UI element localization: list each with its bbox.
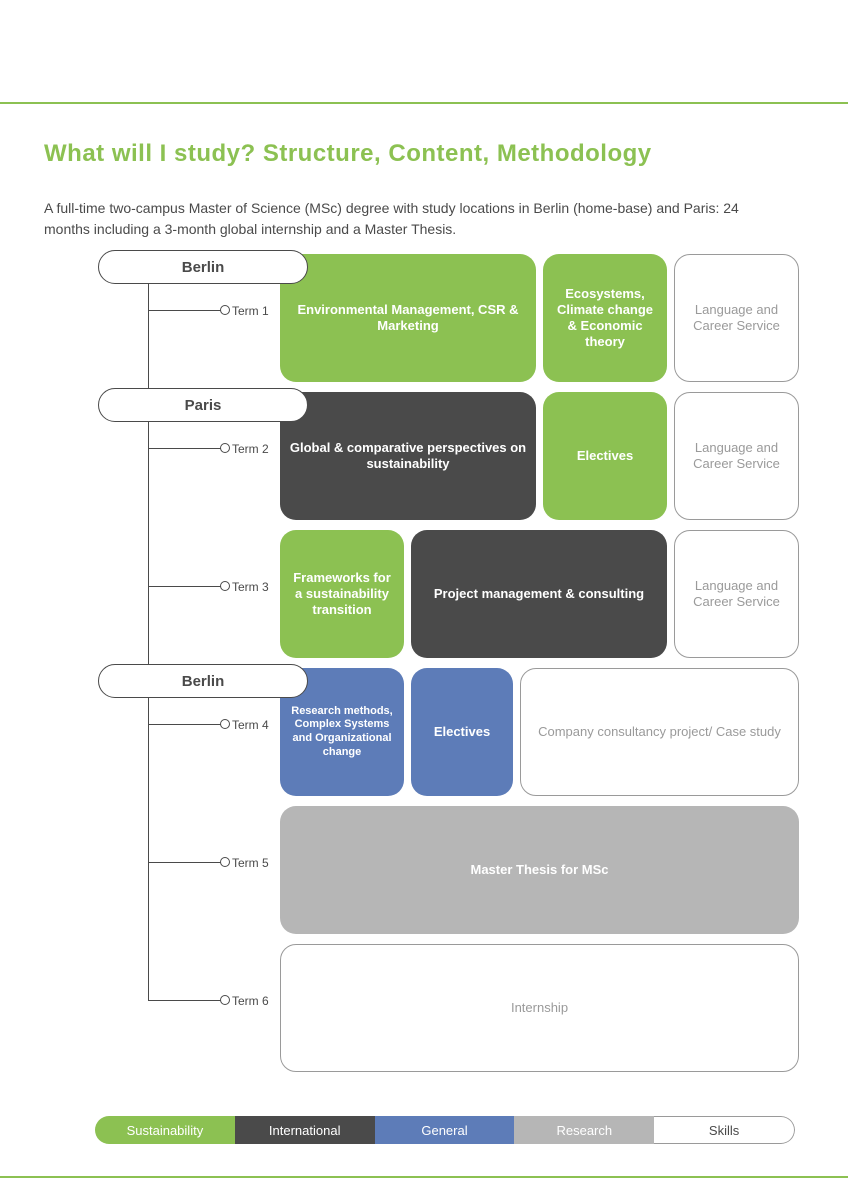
box-r3-b3: Language and Career Service bbox=[674, 530, 799, 658]
page: What will I study? Structure, Content, M… bbox=[0, 0, 848, 1200]
term-node-t5 bbox=[220, 857, 230, 867]
city-pill-c3: Berlin bbox=[98, 664, 308, 698]
box-r6-b1: Internship bbox=[280, 944, 799, 1072]
legend-research: Research bbox=[514, 1116, 654, 1144]
box-r3-b2: Project management & consulting bbox=[411, 530, 667, 658]
term-hline-t2 bbox=[148, 448, 225, 449]
box-r5-b1: Master Thesis for MSc bbox=[280, 806, 799, 934]
box-r2-b2: Electives bbox=[543, 392, 667, 520]
term-hline-t5 bbox=[148, 862, 225, 863]
term-hline-t3 bbox=[148, 586, 225, 587]
term-node-t3 bbox=[220, 581, 230, 591]
divider-top bbox=[0, 102, 848, 104]
city-pill-c1: Berlin bbox=[98, 250, 308, 284]
divider-bottom bbox=[0, 1176, 848, 1178]
page-title: What will I study? Structure, Content, M… bbox=[44, 140, 652, 168]
legend-general: General bbox=[375, 1116, 515, 1144]
term-node-t2 bbox=[220, 443, 230, 453]
box-r1-b1: Environmental Management, CSR & Marketin… bbox=[280, 254, 536, 382]
city-pill-c2: Paris bbox=[98, 388, 308, 422]
term-node-t4 bbox=[220, 719, 230, 729]
box-r3-b1: Frameworks for a sustainability transiti… bbox=[280, 530, 404, 658]
curriculum-diagram: Environmental Management, CSR & Marketin… bbox=[90, 250, 810, 1090]
term-label-t2: Term 2 bbox=[232, 442, 269, 456]
legend-international: International bbox=[235, 1116, 375, 1144]
box-r2-b3: Language and Career Service bbox=[674, 392, 799, 520]
term-label-t6: Term 6 bbox=[232, 994, 269, 1008]
term-hline-t6 bbox=[148, 1000, 225, 1001]
term-node-t1 bbox=[220, 305, 230, 315]
box-r2-b1: Global & comparative perspectives on sus… bbox=[280, 392, 536, 520]
box-r1-b2: Ecosystems, Climate change & Economic th… bbox=[543, 254, 667, 382]
box-r4-b2: Electives bbox=[411, 668, 513, 796]
term-hline-t4 bbox=[148, 724, 225, 725]
term-label-t1: Term 1 bbox=[232, 304, 269, 318]
term-label-t4: Term 4 bbox=[232, 718, 269, 732]
term-hline-t1 bbox=[148, 310, 225, 311]
term-label-t3: Term 3 bbox=[232, 580, 269, 594]
term-label-t5: Term 5 bbox=[232, 856, 269, 870]
term-node-t6 bbox=[220, 995, 230, 1005]
legend-skills: Skills bbox=[654, 1116, 795, 1144]
legend: Sustainability International General Res… bbox=[95, 1116, 795, 1144]
box-r1-b3: Language and Career Service bbox=[674, 254, 799, 382]
intro-text: A full-time two-campus Master of Science… bbox=[44, 198, 788, 240]
box-r4-b3: Company consultancy project/ Case study bbox=[520, 668, 799, 796]
legend-sustainability: Sustainability bbox=[95, 1116, 235, 1144]
